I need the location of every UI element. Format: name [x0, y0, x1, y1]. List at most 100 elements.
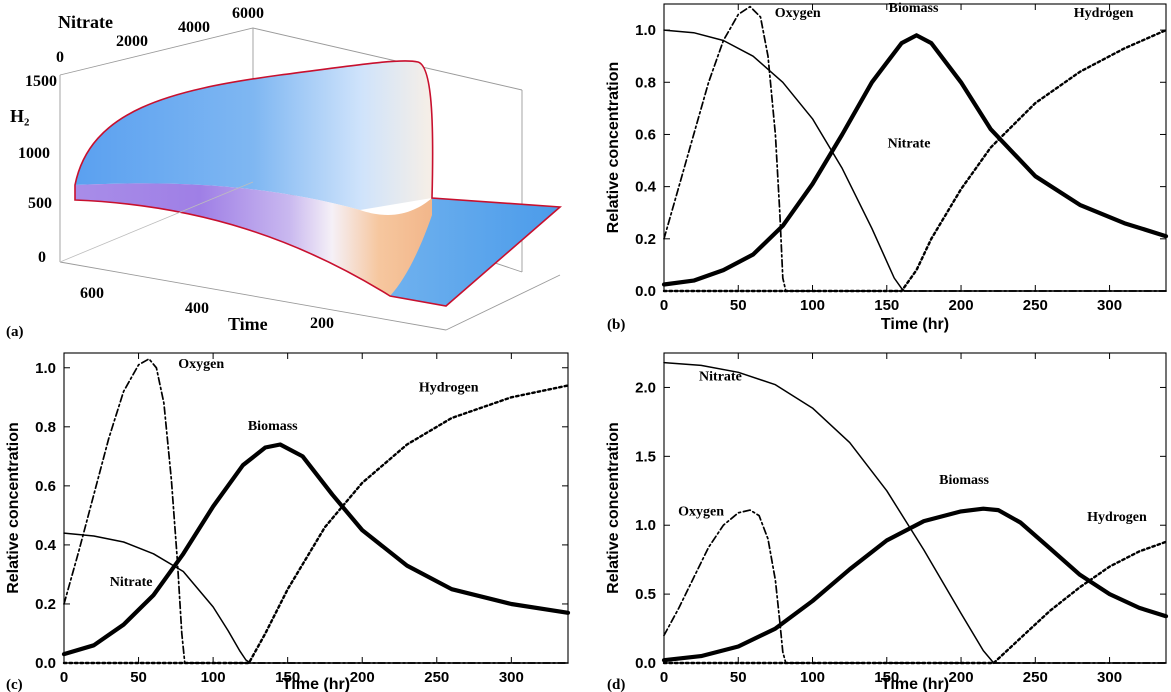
box-floor-left-edge: [59, 181, 254, 263]
y-tick-label: 0.0: [635, 283, 656, 300]
y-axis-label: Relative concentration: [605, 422, 622, 594]
x-tick-label: 300: [499, 669, 524, 686]
y-tick-2000: 2000: [116, 33, 148, 50]
x-tick-label: 250: [1023, 297, 1048, 314]
y-tick-4000: 4000: [178, 19, 210, 36]
box-floor-right-edge: [445, 274, 561, 331]
label-hydrogen: Hydrogen: [1087, 510, 1147, 525]
label-nitrate: Nitrate: [110, 575, 153, 590]
z-axis-label-h2: H₂: [10, 106, 29, 126]
x-tick-400: 400: [185, 300, 209, 317]
x-tick-label: 200: [350, 669, 375, 686]
surface-floor: [390, 198, 560, 306]
y-tick-label: 0.4: [35, 537, 57, 554]
x-tick-label: 200: [949, 297, 974, 314]
y-tick-label: 0.2: [35, 596, 56, 613]
series-biomass-line: [661, 33, 1169, 287]
series-nitrate-line: [663, 29, 1167, 292]
y-tick-6000: 6000: [232, 5, 264, 22]
x-tick-label: 50: [730, 669, 747, 686]
label-nitrate: Nitrate: [699, 370, 742, 385]
y-tick-label: 1.0: [635, 517, 656, 534]
x-tick-label: 150: [874, 669, 899, 686]
panel-d-chart: 0 50 100 150 200 250 300 0.0 0.5 1.0 1.5 2.0 Time (h…: [605, 352, 1169, 692]
x-tick-label: 0: [60, 669, 68, 686]
series-nitrate-line: [663, 361, 1167, 664]
series-hydrogen-line: [62, 384, 570, 665]
label-hydrogen: Hydrogen: [1074, 6, 1134, 21]
panel-a-surface-plot: 1500 1000 500 0 0 2000 4000 6000 600 400…: [6, 5, 562, 340]
series-oxygen-line: [663, 509, 1167, 664]
y-tick-label: 0.0: [635, 655, 656, 672]
x-tick-label: 50: [730, 297, 747, 314]
x-axis-label: Time (hr): [881, 676, 949, 692]
surface-top: [75, 60, 433, 210]
y-tick-label: 2.0: [635, 379, 656, 396]
x-tick-200: 200: [310, 315, 334, 332]
y-tick-label: 0.6: [635, 126, 656, 143]
y-tick-0: 0: [56, 49, 64, 66]
y-axis-label: Relative concentration: [5, 422, 22, 594]
series-biomass-line: [61, 442, 571, 657]
x-tick-label: 50: [130, 669, 147, 686]
panel-b-chart: 0 50 100 150 200 250 300 0.0 0.2 0.4 0.6 0.8 1.0 Time…: [605, 1, 1169, 333]
panel-c-plot-frame: [63, 352, 569, 664]
surface-boundary: [74, 60, 562, 307]
y-tick-label: 0.6: [35, 478, 56, 495]
x-tick-label: 100: [201, 669, 226, 686]
series-hydrogen-line: [662, 540, 1168, 665]
x-tick-label: 100: [800, 669, 825, 686]
y-tick-label: 0.4: [635, 179, 657, 196]
series-oxygen-line: [63, 358, 569, 664]
label-oxygen: Oxygen: [178, 357, 224, 372]
y-tick-label: 0.0: [35, 655, 56, 672]
x-tick-label: 300: [1097, 297, 1122, 314]
line-chart-panels: 0 50 100 150 200 250 300 0.0 0.2 0.4 0.6 0.8 1.0 Time…: [5, 1, 1169, 692]
panel-c-chart: 0 50 100 150 200 250 300 0.0 0.2 0.4 0.6 0.8 1.0 Time…: [5, 352, 571, 692]
x-tick-600: 600: [80, 285, 104, 302]
y-tick-label: 0.2: [635, 231, 656, 248]
x-tick-label: 250: [424, 669, 449, 686]
series-oxygen-line: [663, 5, 1167, 292]
x-tick-label: 150: [275, 669, 300, 686]
z-tick-1500: 1500: [25, 73, 57, 90]
panel-d-plot-frame: [663, 352, 1167, 664]
y-axis-label-nitrate: Nitrate: [58, 12, 113, 32]
panel-c-letter: (c): [6, 677, 23, 692]
y-tick-label: 1.0: [35, 360, 56, 377]
y-tick-label: 0.5: [635, 586, 656, 603]
label-hydrogen: Hydrogen: [419, 380, 479, 395]
x-tick-label: 150: [874, 297, 899, 314]
x-axis-label: Time (hr): [282, 676, 350, 692]
y-tick-label: 0.8: [35, 419, 56, 436]
z-tick-1000: 1000: [18, 145, 50, 162]
x-axis-label-time: Time: [228, 314, 268, 334]
x-axis-label: Time (hr): [881, 316, 949, 333]
z-tick-0: 0: [38, 249, 46, 266]
label-biomass: Biomass: [248, 419, 298, 434]
z-tick-500: 500: [28, 195, 52, 212]
panel-b-letter: (b): [607, 317, 625, 333]
x-tick-label: 200: [949, 669, 974, 686]
label-biomass: Biomass: [889, 1, 939, 16]
y-axis-label: Relative concentration: [605, 62, 622, 234]
y-tick-label: 1.0: [635, 22, 656, 39]
surface-front: [75, 183, 432, 296]
y-tick-label: 0.8: [635, 74, 656, 91]
x-tick-label: 250: [1023, 669, 1048, 686]
x-tick-label: 0: [660, 297, 668, 314]
x-tick-label: 0: [660, 669, 668, 686]
label-nitrate: Nitrate: [888, 137, 931, 152]
series-hydrogen-line: [662, 28, 1168, 293]
series-biomass-line: [661, 506, 1169, 663]
y-tick-label: 1.5: [635, 448, 656, 465]
box-floor-front-edge: [59, 261, 447, 331]
panel-d-letter: (d): [607, 677, 625, 692]
label-oxygen: Oxygen: [678, 505, 724, 520]
x-tick-label: 100: [800, 297, 825, 314]
x-tick-label: 300: [1097, 669, 1122, 686]
series-nitrate-line: [63, 532, 569, 664]
label-oxygen: Oxygen: [775, 6, 821, 21]
panel-label-a: (a): [6, 324, 24, 340]
